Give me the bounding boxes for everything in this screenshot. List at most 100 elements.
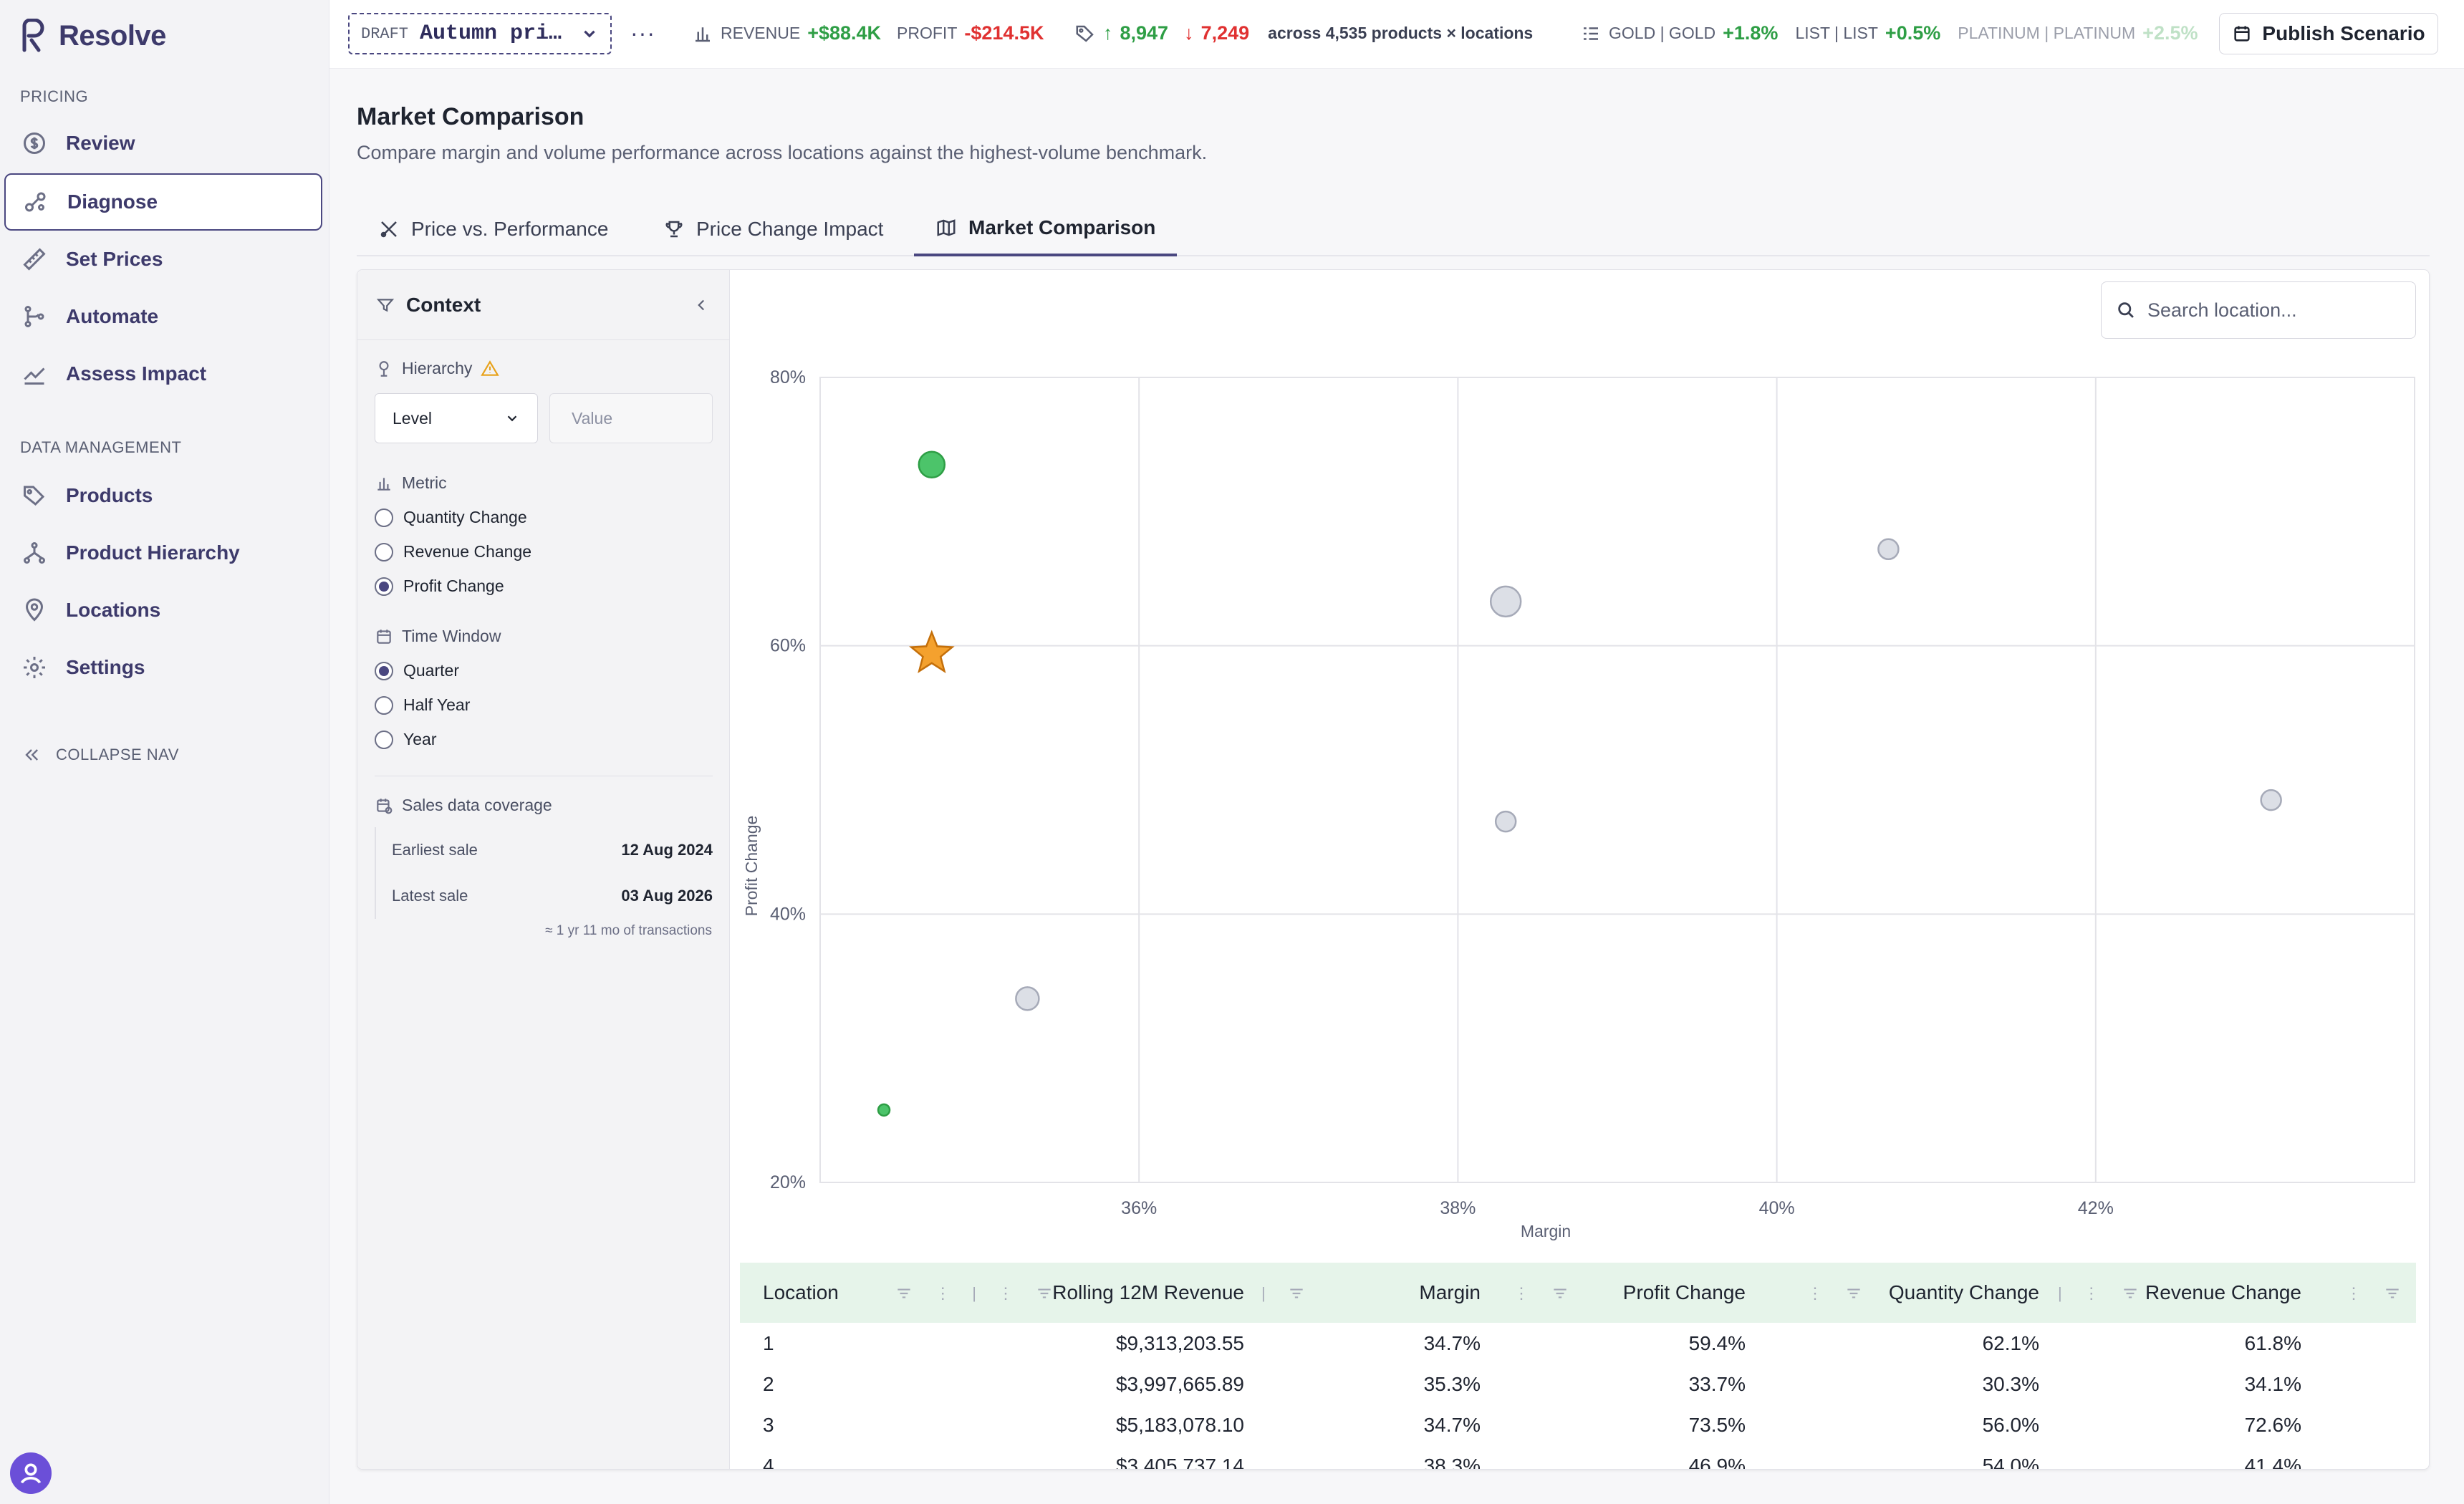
column-header-rolling-12m-revenue[interactable]: ⋮ Rolling 12M Revenue — [998, 1281, 1244, 1303]
nav-section-pricing: PRICING — [20, 87, 89, 105]
time-option-half-year[interactable]: Half Year — [375, 695, 470, 715]
metric-option-revenue-change[interactable]: Revenue Change — [375, 542, 531, 561]
scenario-selector[interactable]: DRAFT Autumn pri… — [348, 13, 612, 54]
y-tick-label: 80% — [770, 367, 806, 387]
tab-market-comparison[interactable]: Market Comparison — [914, 202, 1178, 256]
double-chevron-left-icon — [25, 749, 38, 761]
scatter-point[interactable] — [877, 1103, 891, 1117]
table-row[interactable]: 2 $3,997,665.89 35.3% 33.7% 30.3% 34.1% — [740, 1364, 2416, 1404]
x-tick-label: 38% — [1440, 1198, 1476, 1218]
column-header-revenue-change[interactable]: | ⋮ Revenue Change ⋮ — [2051, 1263, 2416, 1323]
column-menu-icon[interactable]: ⋮ — [998, 1284, 1014, 1302]
chevron-down-icon — [584, 30, 595, 38]
column-header-margin[interactable]: | Margin — [1261, 1281, 1481, 1303]
table-row[interactable]: 1 $9,313,203.55 34.7% 59.4% 62.1% 61.8% — [740, 1323, 2416, 1364]
cell-revenue-change: 61.8% — [2244, 1331, 2301, 1354]
metric-option-quantity-change[interactable]: Quantity Change — [375, 508, 527, 527]
sidebar-item-assess-impact[interactable]: Assess Impact — [4, 345, 322, 402]
radio-button[interactable] — [375, 695, 393, 715]
scatter-point[interactable] — [1494, 810, 1517, 833]
publish-scenario-button[interactable]: Publish Scenario — [2219, 13, 2438, 54]
tab-price-vs-performance[interactable]: Price vs. Performance — [357, 202, 630, 256]
time-option-quarter[interactable]: Quarter — [375, 661, 459, 680]
sidebar-item-set-prices[interactable]: Set Prices — [4, 231, 322, 288]
tab-label: Price vs. Performance — [411, 218, 609, 240]
coverage-note: ≈ 1 yr 11 mo of transactions — [545, 923, 712, 938]
tier-label: GOLD | GOLD — [1609, 24, 1716, 42]
sidebar-item-settings[interactable]: Settings — [4, 639, 322, 696]
sidebar-item-product-hierarchy[interactable]: Product Hierarchy — [4, 524, 322, 582]
column-menu-icon[interactable]: ⋮ — [1807, 1284, 1823, 1302]
filter-lines-icon[interactable] — [1035, 1284, 1054, 1303]
hierarchy-level-select[interactable]: Level — [375, 393, 538, 443]
location-search-input[interactable] — [2147, 299, 2401, 322]
sidebar-item-automate[interactable]: Automate — [4, 288, 322, 345]
column-resize-icon[interactable]: | — [972, 1284, 976, 1302]
collapse-panel-chevron-icon[interactable] — [692, 296, 711, 314]
time-option-year[interactable]: Year — [375, 730, 436, 749]
sidebar-item-diagnose[interactable]: Diagnose — [4, 173, 322, 231]
sidebar-item-label: Products — [66, 484, 153, 506]
column-header-quantity-change[interactable]: ⋮ Quantity Change — [1807, 1281, 2039, 1303]
x-axis-title: Margin — [1521, 1222, 1571, 1240]
branch-icon — [24, 306, 44, 327]
ruler-icon — [23, 248, 46, 271]
filter-lines-icon[interactable] — [1844, 1284, 1863, 1303]
scatter-point[interactable] — [1489, 585, 1522, 618]
column-resize-icon[interactable]: | — [2058, 1284, 2062, 1302]
y-tick-label: 60% — [770, 636, 806, 656]
earliest-sale-row: Earliest sale 12 Aug 2024 — [375, 827, 713, 873]
price-up-count: 8,947 — [1120, 22, 1169, 44]
radio-button[interactable] — [375, 542, 393, 561]
metric-option-profit-change[interactable]: Profit Change — [375, 577, 504, 596]
scatter-point[interactable] — [2260, 789, 2282, 811]
scope-text: across 4,535 products × locations — [1268, 24, 1534, 42]
app-logo[interactable]: Resolve — [19, 19, 166, 53]
more-options-button[interactable]: ··· — [630, 20, 655, 46]
radio-button[interactable] — [375, 508, 393, 527]
column-menu-icon[interactable]: ⋮ — [935, 1284, 951, 1302]
revenue-value: +$88.4K — [807, 22, 882, 44]
x-tick-label: 36% — [1121, 1198, 1157, 1218]
scatter-point[interactable] — [1015, 986, 1040, 1011]
filter-lines-icon[interactable] — [1287, 1284, 1306, 1303]
cell-quantity-change: 54.0% — [1982, 1454, 2039, 1470]
location-search[interactable] — [2101, 281, 2416, 339]
radio-button-selected[interactable] — [375, 661, 393, 680]
filter-lines-icon[interactable] — [2121, 1284, 2140, 1303]
scatter-point[interactable] — [918, 450, 946, 479]
sidebar-item-products[interactable]: Products — [4, 467, 322, 524]
column-header-profit-change[interactable]: ⋮ Profit Change — [1513, 1281, 1746, 1303]
hierarchy-value-input[interactable] — [549, 393, 713, 443]
column-resize-icon[interactable]: | — [1261, 1284, 1266, 1302]
filter-lines-icon[interactable] — [2383, 1284, 2402, 1303]
filter-lines-icon[interactable] — [895, 1284, 913, 1303]
price-down-arrow-icon: ↓ — [1184, 22, 1194, 44]
benchmark-star-point[interactable] — [909, 630, 955, 673]
sidebar-item-label: Automate — [66, 305, 159, 327]
context-header: Context — [357, 270, 729, 340]
sidebar-item-label: Settings — [66, 656, 145, 678]
table-row[interactable]: 3 $5,183,078.10 34.7% 73.5% 56.0% 72.6% — [740, 1404, 2416, 1445]
x-tick-label: 42% — [2078, 1198, 2114, 1218]
warning-icon — [481, 360, 500, 376]
sidebar-item-locations[interactable]: Locations — [4, 582, 322, 639]
filter-lines-icon[interactable] — [1551, 1284, 1569, 1303]
dollar-circle-icon — [24, 132, 45, 154]
column-header-location[interactable]: Location ⋮ | — [763, 1281, 976, 1303]
radio-button-selected[interactable] — [375, 577, 393, 596]
column-menu-icon[interactable]: ⋮ — [2346, 1284, 2362, 1302]
collapse-nav-button[interactable]: COLLAPSE NAV — [21, 745, 179, 765]
calendar-icon — [2234, 26, 2251, 42]
sidebar-item-review[interactable]: Review — [4, 115, 322, 172]
radio-button[interactable] — [375, 730, 393, 749]
tab-price-change-impact[interactable]: Price Change Impact — [642, 202, 905, 256]
table-row[interactable]: 4 $3,405,737.14 38.3% 46.9% 54.0% 41.4% — [740, 1445, 2416, 1470]
user-avatar[interactable] — [10, 1452, 52, 1494]
column-menu-icon[interactable]: ⋮ — [1513, 1284, 1529, 1302]
column-menu-icon[interactable]: ⋮ — [2083, 1284, 2099, 1302]
trophy-icon — [665, 221, 683, 238]
scatter-point[interactable] — [1877, 538, 1900, 561]
locations-table: Location ⋮ | ⋮ Rolling 12M Revenue — [740, 1263, 2416, 1470]
table-header-row: Location ⋮ | ⋮ Rolling 12M Revenue — [740, 1263, 2416, 1323]
